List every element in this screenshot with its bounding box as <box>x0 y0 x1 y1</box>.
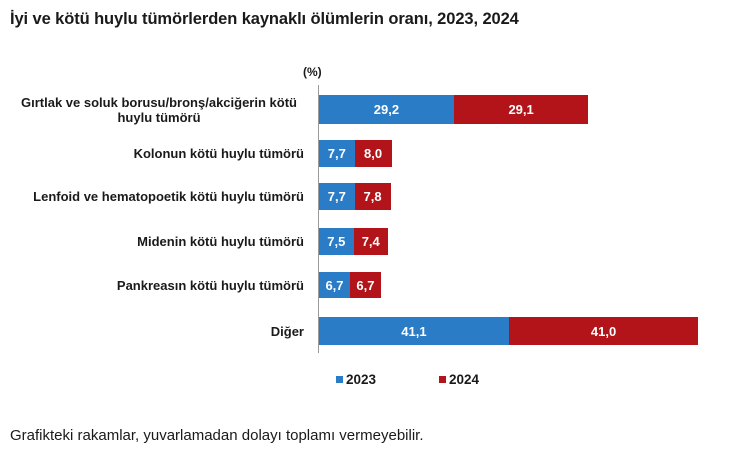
data-label: 7,7 <box>327 146 346 161</box>
category-label-text: Midenin kötü huylu tümörü <box>137 234 304 249</box>
bar-2023: 29,2 <box>319 95 454 124</box>
category-label-text: Gırtlak ve soluk borusu/bronş/akciğerin … <box>21 94 297 125</box>
legend-label-2023: 2023 <box>346 372 377 387</box>
data-label: 7,8 <box>363 189 382 204</box>
chart-title: İyi ve kötü huylu tümörlerden kaynaklı ö… <box>10 10 519 28</box>
bar-2024: 29,1 <box>453 95 589 124</box>
category-label-text: Pankreasın kötü huylu tümörü <box>116 277 304 293</box>
data-label: 7,5 <box>327 234 346 249</box>
category-label: Lenfoid ve hematopoetik kötü huylu tümör… <box>14 177 304 216</box>
unit-label: (%) <box>303 65 322 79</box>
category-label-text: Kolonun kötü huylu tümörü <box>133 146 304 161</box>
category-label: Pankreasın kötü huylu tümörü <box>14 266 304 304</box>
category-label-text: Diğer <box>270 323 304 339</box>
bar-2023: 41,1 <box>319 317 509 345</box>
bar-2023: 7,5 <box>319 228 354 255</box>
bar-2024: 6,7 <box>349 272 381 298</box>
data-label: 7,4 <box>361 234 380 249</box>
category-label: Midenin kötü huylu tümörü <box>14 222 304 261</box>
legend-item-2024: 2024 <box>439 372 479 387</box>
footnote: Grafikteki rakamlar, yuvarlamadan dolayı… <box>10 427 424 444</box>
data-label: 41,0 <box>590 323 617 339</box>
category-label: Diğer <box>14 311 304 351</box>
data-label: 29,1 <box>508 102 534 117</box>
data-label: 29,2 <box>373 102 400 117</box>
data-label: 6,7 <box>356 277 375 293</box>
bar-2023: 7,7 <box>319 183 355 210</box>
bar-2024: 7,8 <box>354 183 391 210</box>
bar-2024: 7,4 <box>353 228 388 255</box>
legend-swatch-2024 <box>439 376 446 383</box>
legend-item-2023: 2023 <box>336 372 376 387</box>
category-label: Kolonun kötü huylu tümörü <box>14 134 304 173</box>
legend-label-2024: 2024 <box>449 372 480 387</box>
y-axis-line <box>318 85 319 353</box>
bar-2023: 6,7 <box>319 272 350 298</box>
bar-2024: 8,0 <box>354 140 392 167</box>
bar-2024: 41,0 <box>508 317 699 345</box>
bar-2023: 7,7 <box>319 140 355 167</box>
category-label-text: Lenfoid ve hematopoetik kötü huylu tümör… <box>33 189 304 204</box>
legend-swatch-2023 <box>336 376 343 383</box>
category-label: Gırtlak ve soluk borusu/bronş/akciğerin … <box>14 89 304 130</box>
data-label: 6,7 <box>325 277 344 293</box>
data-label: 41,1 <box>401 323 427 339</box>
data-label: 8,0 <box>364 146 383 161</box>
data-label: 7,7 <box>327 189 346 204</box>
